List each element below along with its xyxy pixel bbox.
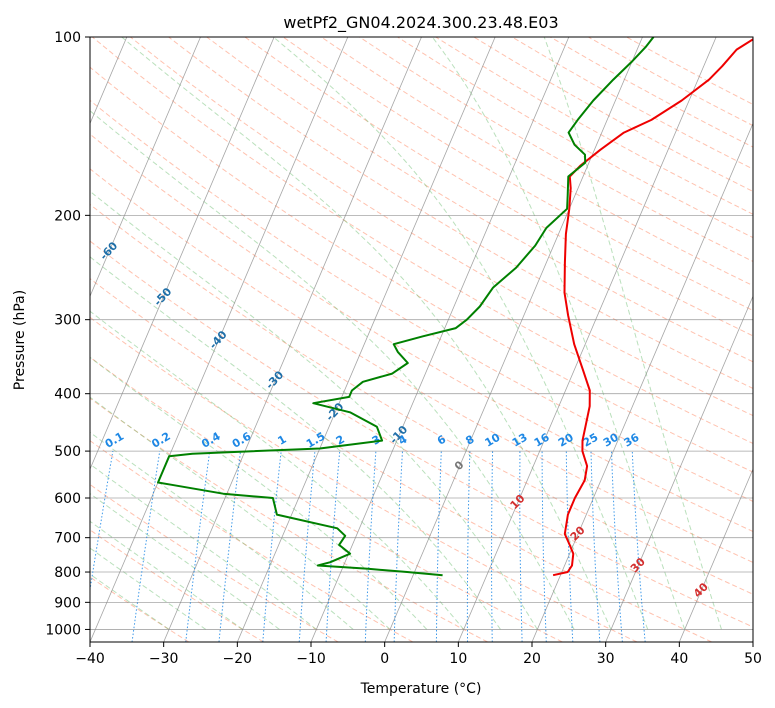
y-tick-label: 700 [54, 531, 81, 547]
y-tick-label: 400 [54, 387, 81, 403]
dry-adiabat-line [282, 37, 753, 312]
moist-adiabat-line [90, 431, 354, 630]
y-tick-label: 600 [54, 491, 81, 507]
y-axis-label: Pressure (hPa) [12, 290, 28, 390]
y-tick-label: 900 [54, 595, 81, 611]
dry-adiabat-line [90, 133, 753, 533]
x-tick-label: −40 [75, 651, 105, 667]
dry-adiabat-line [206, 37, 753, 363]
plot-frame [89, 36, 754, 643]
dry-adiabat-line [244, 37, 753, 337]
dry-adiabat-line [168, 37, 753, 389]
y-tick-label: 500 [54, 444, 81, 460]
x-tick-label: 0 [380, 651, 389, 667]
x-tick-label: 50 [744, 651, 762, 667]
mixing-ratio-line [565, 451, 574, 642]
mixing-ratio-line [325, 451, 341, 642]
dry-adiabat-line [90, 356, 563, 642]
mixing-ratio-line [393, 451, 403, 642]
mixing-ratio-line [298, 451, 316, 642]
moist-adiabat-line [90, 256, 501, 630]
moist-adiabat-line [90, 573, 170, 630]
isotherm-line [384, 37, 643, 642]
mixing-ratio-line [262, 451, 282, 642]
moist-adiabat-line [90, 110, 575, 630]
moist-adiabat-line [121, 37, 612, 630]
dry-adiabat-line [90, 278, 712, 642]
dry-adiabat-line [90, 397, 488, 642]
dry-adiabat-line [90, 316, 638, 642]
isotherm-line [457, 37, 717, 642]
isotherm-line [678, 468, 753, 642]
mixing-ratio-line [491, 451, 494, 642]
moist-adiabat-line [90, 190, 538, 630]
isotherm-line [90, 37, 275, 471]
profile-series [157, 37, 753, 577]
x-tick-label: 20 [523, 651, 541, 667]
moist-adiabat-line [90, 310, 465, 630]
y-tick-label: 1000 [45, 622, 81, 638]
x-tick-label: 30 [597, 651, 615, 667]
x-tick-label: 40 [670, 651, 688, 667]
y-tick-label: 800 [54, 565, 81, 581]
moist-adiabat-line [431, 37, 686, 630]
x-axis-label: Temperature (°C) [360, 681, 482, 697]
mixing-ratio-line [435, 451, 442, 642]
mixing-ratio-line [541, 451, 547, 642]
mixing-ratio-line [590, 451, 601, 642]
moist-adiabat-line [90, 547, 207, 630]
dewpoint-profile-line [157, 37, 655, 577]
isotherm-line [90, 37, 201, 298]
mixing-ratio-line [364, 451, 377, 642]
moist-adiabat-line [543, 37, 722, 630]
isotherm-line [90, 37, 349, 642]
moist-adiabat-line [90, 356, 428, 630]
isotherm-line [531, 122, 753, 642]
x-tick-label: −20 [223, 651, 253, 667]
chart-title: wetPf2_GN04.2024.300.23.48.E03 [283, 13, 558, 33]
mixing-ratio-line [519, 451, 523, 642]
y-axis-ticks: 100 200 300 400 500 600 700 800 900 1000 [45, 30, 90, 638]
isotherm-line [605, 295, 753, 642]
dry-adiabat-line [90, 99, 753, 502]
dry-adiabat-line [90, 168, 753, 563]
dry-adiabat-line [90, 203, 753, 595]
x-tick-label: −30 [149, 651, 179, 667]
x-axis-ticks: −40 −30 −20 −10 0 10 20 30 40 50 [75, 642, 762, 667]
moist-adiabat-line [90, 520, 243, 630]
y-tick-label: 100 [54, 30, 81, 46]
isotherm-line [310, 37, 570, 642]
isotherm-line [236, 37, 496, 642]
dry-adiabat-line [90, 529, 264, 642]
moist-adiabat-line [273, 37, 649, 630]
temperature-profile-line [552, 38, 753, 577]
mixing-ratio-line [631, 451, 646, 642]
mixing-ratio-line [611, 451, 623, 642]
isotherm-line [163, 37, 422, 642]
y-tick-label: 200 [54, 208, 81, 224]
dry-adiabat-line [90, 240, 753, 628]
moist-adiabat-line [90, 463, 317, 630]
mixing-ratio-line [466, 451, 471, 642]
y-tick-label: 300 [54, 313, 81, 329]
x-tick-label: 10 [449, 651, 467, 667]
x-tick-label: −10 [296, 651, 326, 667]
dry-adiabat-line [90, 66, 753, 473]
background-lines [90, 37, 753, 642]
